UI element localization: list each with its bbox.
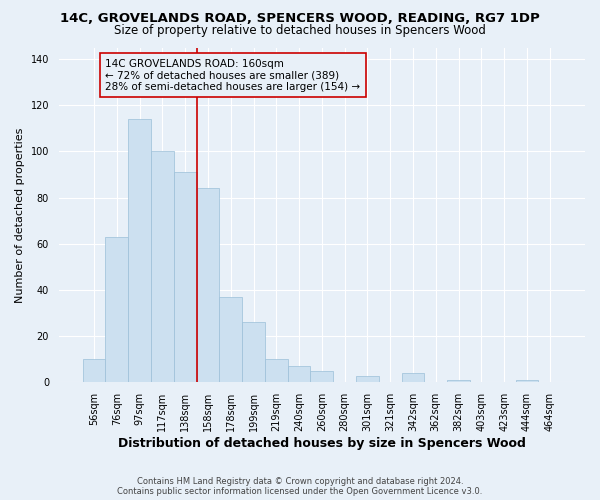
Bar xyxy=(197,188,220,382)
Text: Size of property relative to detached houses in Spencers Wood: Size of property relative to detached ho… xyxy=(114,24,486,37)
Bar xyxy=(288,366,310,382)
Bar xyxy=(356,376,379,382)
X-axis label: Distribution of detached houses by size in Spencers Wood: Distribution of detached houses by size … xyxy=(118,437,526,450)
Bar xyxy=(151,152,174,382)
Bar xyxy=(128,119,151,382)
Bar xyxy=(447,380,470,382)
Bar xyxy=(220,297,242,382)
Bar xyxy=(242,322,265,382)
Text: 14C GROVELANDS ROAD: 160sqm
← 72% of detached houses are smaller (389)
28% of se: 14C GROVELANDS ROAD: 160sqm ← 72% of det… xyxy=(106,58,361,92)
Bar xyxy=(106,237,128,382)
Bar xyxy=(265,360,288,382)
Bar xyxy=(310,371,333,382)
Bar xyxy=(83,360,106,382)
Text: Contains HM Land Registry data © Crown copyright and database right 2024.
Contai: Contains HM Land Registry data © Crown c… xyxy=(118,476,482,496)
Text: 14C, GROVELANDS ROAD, SPENCERS WOOD, READING, RG7 1DP: 14C, GROVELANDS ROAD, SPENCERS WOOD, REA… xyxy=(60,12,540,26)
Bar xyxy=(174,172,197,382)
Bar xyxy=(401,373,424,382)
Y-axis label: Number of detached properties: Number of detached properties xyxy=(15,128,25,302)
Bar xyxy=(515,380,538,382)
